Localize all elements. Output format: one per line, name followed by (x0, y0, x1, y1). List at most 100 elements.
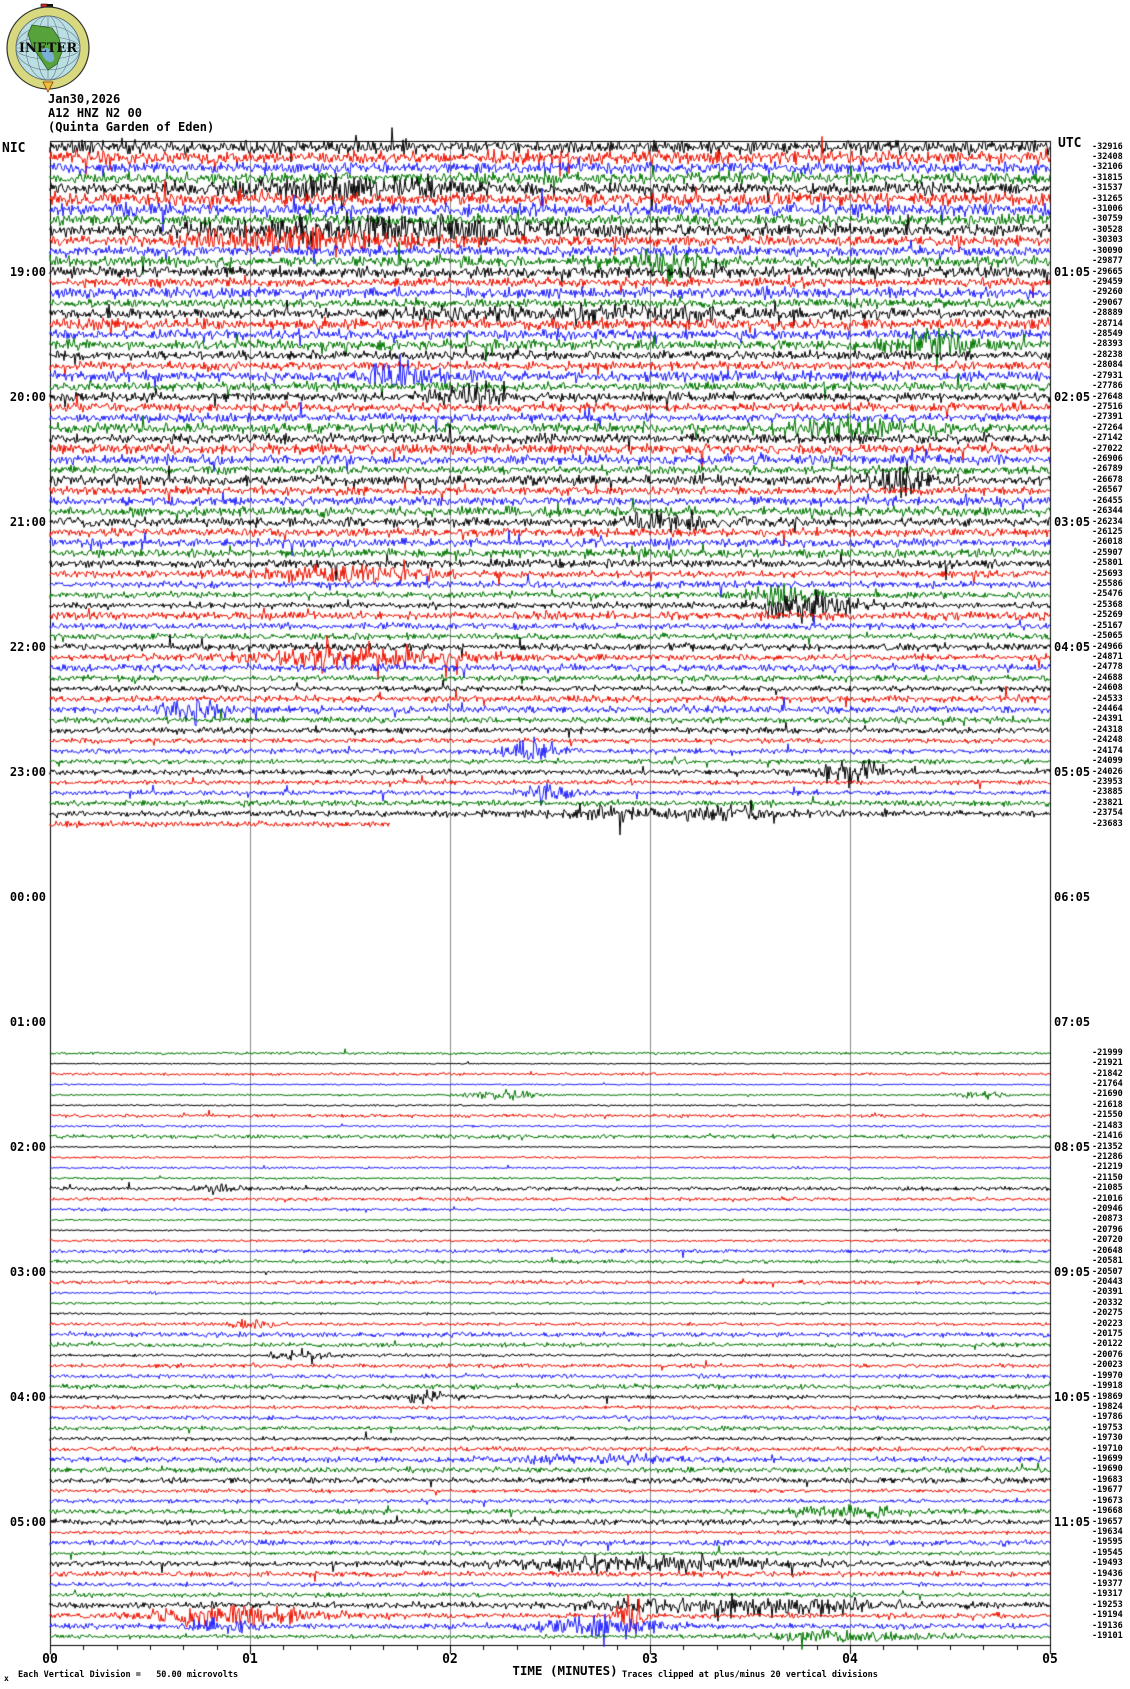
trace-offset-value: -21842 (1092, 1068, 1123, 1079)
trace-offset-value: -32408 (1092, 151, 1123, 162)
trace-offset-value: -28549 (1092, 329, 1123, 339)
trace-offset-value: -21016 (1092, 1193, 1123, 1204)
trace-offset-value: -24871 (1092, 651, 1123, 662)
trace-offset-value: -32106 (1092, 162, 1123, 173)
hour-label-utc: 02:05 (1054, 390, 1091, 404)
trace-offset-value: -25065 (1092, 631, 1123, 642)
trace-offset-value: -20720 (1092, 1235, 1123, 1246)
hour-label-local: 00:00 (9, 890, 46, 904)
trace-offset-value: -19673 (1092, 1495, 1123, 1506)
trace-offset-value: -28084 (1092, 360, 1123, 371)
trace-offset-value: -19918 (1092, 1381, 1123, 1392)
x-axis-tick-label: 02 (442, 1652, 458, 1667)
trace-offset-value: -19753 (1092, 1422, 1123, 1433)
trace-offset-value: -21416 (1092, 1131, 1123, 1142)
trace-offset-value: -28393 (1092, 339, 1123, 350)
trace-offset-value: -31815 (1092, 172, 1123, 183)
left-timezone-label: NIC (2, 141, 26, 156)
trace-offset-value: -20076 (1092, 1349, 1123, 1360)
trace-offset-value: -31265 (1092, 193, 1123, 204)
trace-offset-value: -19699 (1092, 1454, 1123, 1464)
trace-offset-value: -26344 (1092, 506, 1123, 517)
trace-offset-value: -19786 (1092, 1412, 1123, 1423)
trace-offset-value: -19253 (1092, 1599, 1123, 1610)
hour-label-utc: 01:05 (1054, 265, 1091, 279)
logo-pointer (42, 81, 54, 93)
trace-offset-value: -19101 (1092, 1631, 1123, 1642)
trace-offset-value: -27391 (1092, 412, 1123, 423)
hour-label-utc: 09:05 (1054, 1265, 1091, 1279)
trace-offset-value: -32916 (1092, 141, 1123, 152)
hour-label-utc: 08:05 (1054, 1140, 1091, 1154)
logo-text: INETER (19, 41, 77, 56)
trace-offset-value: -26018 (1092, 537, 1123, 548)
logo-lake (41, 47, 55, 63)
trace-offset-value: -24778 (1092, 662, 1123, 673)
trace-offset-value: -21219 (1092, 1162, 1123, 1173)
trace-offset-value: -29067 (1092, 297, 1123, 308)
hour-label-local: 04:00 (9, 1390, 46, 1404)
x-axis-title: TIME (MINUTES) (512, 1663, 618, 1678)
trace-offset-value: -19824 (1092, 1401, 1123, 1412)
trace-offset-value: -26678 (1092, 474, 1123, 485)
trace-offset-value: -20443 (1092, 1276, 1123, 1287)
trace-offset-value: -21352 (1092, 1141, 1123, 1152)
trace-offset-value: -25907 (1092, 547, 1123, 558)
trace-offset-value: -19317 (1092, 1589, 1123, 1600)
trace-offset-value: -26125 (1092, 526, 1123, 537)
trace-offset-value: -30528 (1092, 224, 1123, 235)
trace-offset-value: -29459 (1092, 276, 1123, 287)
trace-offset-value: -29877 (1092, 256, 1123, 267)
hour-label-local: 02:00 (9, 1140, 46, 1154)
trace-offset-value: -25693 (1092, 568, 1123, 579)
hour-label-local: 23:00 (9, 765, 46, 779)
trace-offset-value: -29665 (1092, 266, 1123, 277)
trace-offset-value: -24966 (1092, 641, 1123, 652)
ineter-logo: INETER (6, 3, 90, 93)
x-axis-tick-label: 05 (1042, 1652, 1058, 1667)
trace-offset-value: -21999 (1092, 1047, 1123, 1058)
trace-offset-value: -19194 (1092, 1610, 1123, 1621)
trace-offset-value: -30303 (1092, 235, 1123, 246)
trace-offset-value: -21618 (1092, 1099, 1123, 1110)
trace-offset-value: -19869 (1092, 1391, 1123, 1402)
trace-offset-value: -24318 (1092, 724, 1123, 735)
trace-offset-value: -23953 (1092, 776, 1123, 787)
trace-offset-value: -23683 (1092, 818, 1123, 829)
trace-offset-value: -24099 (1092, 756, 1123, 767)
trace-offset-value: -27264 (1092, 422, 1123, 433)
trace-offset-value: -19634 (1092, 1526, 1123, 1537)
trace-offset-value: -19377 (1092, 1579, 1123, 1589)
trace-offset-value: -26567 (1092, 485, 1123, 496)
trace-offset-value: -19690 (1092, 1464, 1123, 1475)
hour-label-local: 22:00 (9, 640, 46, 654)
trace-offset-value: -25586 (1092, 579, 1123, 589)
hour-label-local: 19:00 (9, 265, 46, 279)
trace-offset-value: -21921 (1092, 1058, 1123, 1069)
trace-offset-value: -20796 (1092, 1224, 1123, 1235)
trace-offset-value: -19970 (1092, 1370, 1123, 1381)
trace-offset-value: -27786 (1092, 381, 1123, 392)
trace-offset-value: -24248 (1092, 735, 1123, 746)
trace-offset-value: -25269 (1092, 610, 1123, 621)
hour-label-utc: 03:05 (1054, 515, 1091, 529)
trace-offset-value: -24391 (1092, 714, 1123, 725)
trace-offset-value: -27516 (1092, 401, 1123, 412)
hour-label-local: 03:00 (9, 1265, 46, 1279)
hour-label-local: 20:00 (9, 390, 46, 404)
trace-offset-value: -30759 (1092, 214, 1123, 225)
trace-offset-value: -20391 (1092, 1287, 1123, 1298)
scale-label: Each Vertical Division = (18, 1670, 141, 1680)
hour-label-utc: 10:05 (1054, 1390, 1091, 1404)
trace-offset-value: -25368 (1092, 599, 1123, 610)
trace-offset-value: -28714 (1092, 318, 1123, 329)
trace-offset-value: -28889 (1092, 308, 1123, 319)
trace-offset-value: -26234 (1092, 516, 1123, 527)
scale-value: 50.00 microvolts (156, 1670, 239, 1680)
footer-scale-note: Each Vertical Division = 50.00 microvolt… (18, 1670, 238, 1680)
trace-offset-value: -24026 (1092, 766, 1123, 777)
trace-offset-value: -19683 (1092, 1474, 1123, 1485)
trace-offset-value: -20223 (1092, 1318, 1123, 1329)
trace-offset-value: -19710 (1092, 1443, 1123, 1454)
